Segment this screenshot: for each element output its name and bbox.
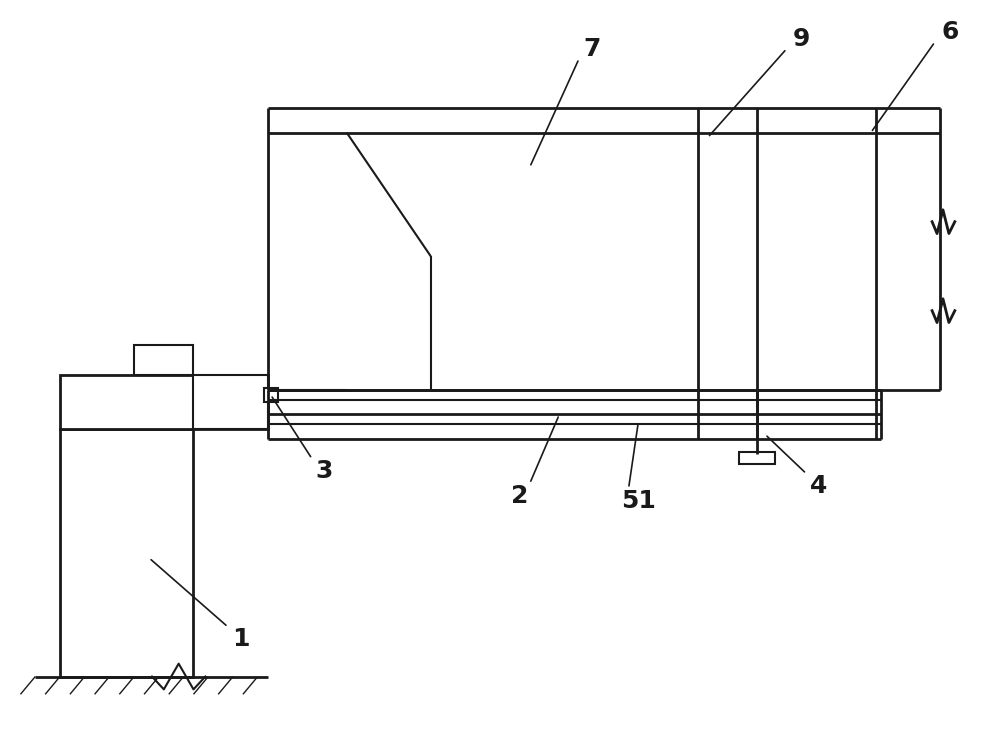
Text: 1: 1 — [232, 627, 250, 651]
Text: 51: 51 — [621, 488, 656, 513]
Text: 6: 6 — [941, 20, 959, 44]
Text: 3: 3 — [315, 459, 333, 483]
Bar — [134, 345, 193, 375]
Text: 2: 2 — [511, 484, 528, 508]
Bar — [193, 375, 268, 429]
Text: 4: 4 — [810, 473, 827, 498]
Bar — [739, 452, 775, 464]
Bar — [60, 375, 268, 429]
Text: 9: 9 — [793, 27, 810, 51]
Bar — [60, 429, 193, 677]
Text: 7: 7 — [583, 36, 601, 61]
Bar — [264, 388, 278, 402]
